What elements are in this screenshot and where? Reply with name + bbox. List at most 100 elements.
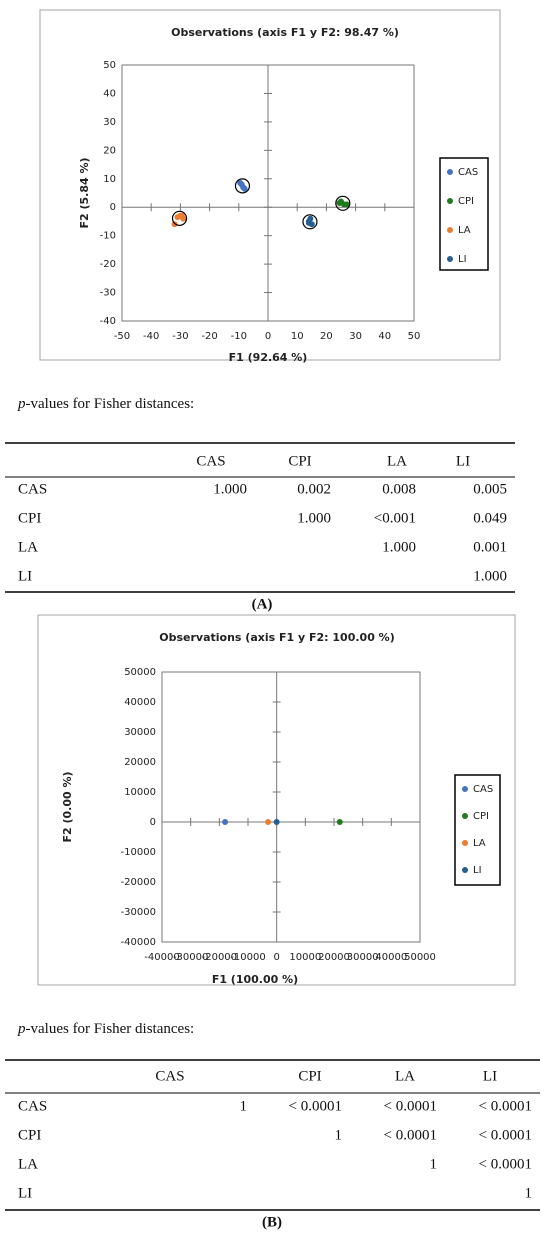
row-label: CAS [18, 1098, 47, 1114]
x-tick-label: 10000 [289, 952, 321, 963]
chart-frame [37, 614, 516, 986]
table-cell: 1 [430, 1156, 438, 1172]
y-tick-label: -20 [100, 259, 116, 270]
column-header: CPI [298, 1068, 321, 1084]
y-axis-label: F2 (5.84 %) [78, 157, 91, 228]
column-header: LA [395, 1068, 415, 1084]
x-tick-label: 40000 [375, 952, 407, 963]
confidence-ring [171, 210, 188, 226]
row-label: LA [18, 1156, 38, 1172]
y-tick-label: 30 [103, 117, 116, 128]
data-point [273, 819, 280, 825]
note: p-values for Fisher distances: [17, 396, 194, 412]
data-point [237, 180, 244, 187]
row-label: LI [18, 1185, 32, 1201]
table-cell: 1 [525, 1185, 533, 1201]
x-tick-label: -30000 [173, 952, 208, 963]
y-tick-label: 10000 [124, 787, 156, 798]
legend-label: CAS [473, 784, 493, 795]
data-point [336, 819, 343, 825]
column-header: CAS [155, 1068, 184, 1084]
note-text: -values for Fisher distances: [26, 1021, 195, 1037]
section: p-values for Fisher distances: CAS CPI LA LI… [5, 1021, 540, 1230]
legend-label: LI [473, 865, 482, 876]
x-tick-label: 50 [408, 331, 421, 342]
x-tick-label: -40000 [144, 952, 179, 963]
x-tick-label: 10 [291, 331, 304, 342]
column-header: LI [456, 453, 470, 469]
data-point [305, 219, 312, 226]
panel-label: (B) [262, 1214, 282, 1230]
confidence-ring [234, 178, 251, 194]
y-tick-label: 0 [150, 817, 156, 828]
x-tick-label: -10000 [230, 952, 265, 963]
x-axis-label: F1 (100.00 %) [212, 973, 298, 986]
x-tick-label: 30 [349, 331, 362, 342]
legend-marker [447, 169, 453, 175]
chart: Observations (axis F1 y F2: 98.47 %) F1 (… [78, 26, 489, 364]
legend-marker [462, 840, 468, 846]
y-tick-label: 40 [103, 88, 116, 99]
data-point [343, 201, 350, 208]
table-cell: < 0.0001 [479, 1127, 532, 1143]
legend-label: LA [458, 225, 471, 236]
row-label: LI [18, 568, 32, 584]
chart-frame [39, 9, 501, 361]
x-tick-label: 50000 [404, 952, 436, 963]
data-point [265, 819, 272, 825]
confidence-ring [302, 214, 318, 230]
legend-marker [447, 227, 453, 233]
y-tick-label: -30 [100, 288, 116, 299]
x-axis-label: F1 (92.64 %) [229, 351, 308, 364]
x-tick-label: 0 [273, 952, 279, 963]
chart: Observations (axis F1 y F2: 100.00 %) F1 … [61, 631, 501, 986]
table-cell: 1.000 [213, 481, 247, 497]
y-tick-label: -10000 [121, 847, 156, 858]
legend-marker [462, 813, 468, 819]
section: p-values for Fisher distances: CAS CPI LA LI… [5, 396, 515, 612]
y-tick-label: -20000 [121, 877, 156, 888]
row-label: CPI [18, 1127, 41, 1143]
legend-label: CPI [473, 811, 489, 822]
x-tick-label: -30 [172, 331, 188, 342]
table-cell: < 0.0001 [479, 1098, 532, 1114]
x-tick-label: 40 [378, 331, 391, 342]
table-cell: < 0.0001 [384, 1098, 437, 1114]
table-cell: 0.049 [473, 510, 507, 526]
legend-box [439, 157, 489, 271]
row-label: CAS [18, 481, 47, 497]
data-point [171, 221, 178, 228]
table-cell: 0.005 [473, 481, 507, 497]
y-tick-label: 50 [103, 60, 116, 71]
x-tick-label: -40 [143, 331, 159, 342]
table-cell: 1 [240, 1098, 248, 1114]
y-tick-label: -10 [100, 231, 116, 242]
y-tick-label: 30000 [124, 727, 156, 738]
x-tick-label: 30000 [347, 952, 379, 963]
column-header: LI [483, 1068, 497, 1084]
chart-title: Observations (axis F1 y F2: 98.47 %) [171, 26, 399, 39]
y-tick-label: 50000 [124, 667, 156, 678]
legend-label: LI [458, 254, 467, 265]
table-cell: < 0.0001 [289, 1098, 342, 1114]
y-tick-label: 20000 [124, 757, 156, 768]
row-label: CPI [18, 510, 41, 526]
table-cell: 1.000 [382, 539, 416, 555]
table-cell: 0.001 [473, 539, 507, 555]
x-tick-label: -20000 [202, 952, 237, 963]
data-point [222, 819, 229, 825]
note-italic: p [17, 1021, 26, 1037]
y-tick-label: -40000 [121, 937, 156, 948]
table-cell: 0.008 [382, 481, 416, 497]
data-point [336, 199, 343, 206]
table-cell: 0.002 [297, 481, 331, 497]
note: p-values for Fisher distances: [17, 1021, 194, 1037]
table-cell: 1.000 [473, 568, 507, 584]
y-tick-label: 20 [103, 145, 116, 156]
confidence-ring [335, 195, 351, 211]
table-cell: < 0.0001 [384, 1127, 437, 1143]
legend-marker [462, 786, 468, 792]
legend-box [454, 774, 501, 886]
y-tick-label: -40 [100, 316, 116, 327]
